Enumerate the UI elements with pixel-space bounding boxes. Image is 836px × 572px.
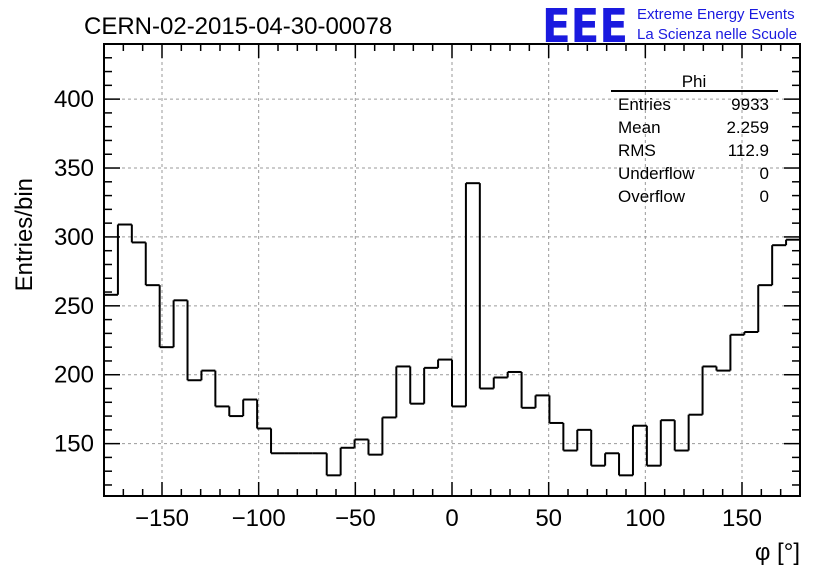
histogram-series (104, 182, 800, 477)
stats-row-value: 0 (760, 164, 769, 183)
x-axis-label: φ [°] (755, 539, 800, 566)
x-tick-label: −50 (335, 505, 376, 532)
x-tick-label: 0 (445, 505, 458, 532)
stats-row-value: 112.9 (728, 141, 769, 160)
chart-title: CERN-02-2015-04-30-00078 (84, 13, 392, 40)
eee-logo-line1: Extreme Energy Events (637, 6, 795, 23)
stats-row-value: 0 (760, 187, 769, 206)
axes: −150 −100 −50 0 50 100 150 150 200 250 300 350 400 (54, 43, 801, 532)
stats-row-label: Entries (618, 95, 671, 114)
x-tick-label: 150 (722, 505, 762, 532)
stats-row-value: 9933 (731, 95, 769, 114)
x-tick-label: −150 (135, 505, 189, 532)
stats-row-label: Overflow (618, 187, 686, 206)
y-tick-label: 400 (54, 86, 94, 113)
y-tick-label: 150 (54, 431, 94, 458)
eee-logo-line2: La Scienza nelle Scuole (637, 26, 797, 43)
x-tick-label: 50 (535, 505, 562, 532)
stats-box-title: Phi (682, 72, 707, 91)
stats-row-label: RMS (618, 141, 656, 160)
y-tick-label: 350 (54, 155, 94, 182)
stats-box: Phi Entries 9933 Mean 2.259 RMS 112.9 Underflo… (611, 72, 778, 206)
y-tick-label: 200 (54, 362, 94, 389)
stats-row-label: Mean (618, 118, 661, 137)
stats-row-label: Underflow (618, 164, 695, 183)
eee-logo: EEE Extreme Energy Events La Scienza nel… (542, 0, 797, 53)
y-axis-label: Entries/bin (11, 178, 38, 291)
eee-logo-mark: EEE (542, 0, 628, 53)
y-tick-label: 300 (54, 224, 94, 251)
grid-lines (104, 44, 800, 496)
x-tick-label: 100 (625, 505, 665, 532)
y-tick-label: 250 (54, 293, 94, 320)
x-tick-label: −100 (232, 505, 286, 532)
stats-row-value: 2.259 (726, 118, 769, 137)
